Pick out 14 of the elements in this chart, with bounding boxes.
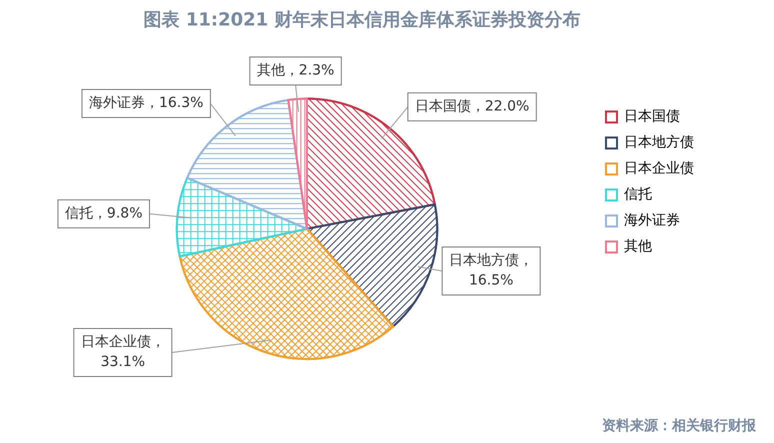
data-label: 日本国债，22.0%: [414, 98, 530, 115]
data-label: 海外证券，16.3%: [88, 95, 204, 112]
data-label: 日本地方债，16.5%: [449, 252, 534, 289]
legend-label: 日本地方债: [624, 134, 694, 151]
legend-label: 日本企业债: [624, 160, 694, 177]
data-label: 其他，2.3%: [256, 62, 334, 79]
data-label: 日本企业债，33.1%: [80, 334, 165, 370]
text: 资料来源：相关银行财报: [602, 417, 756, 435]
legend-label: 海外证券: [624, 212, 680, 229]
data-label: 信托，9.8%: [64, 206, 143, 222]
legend-label: 其他: [624, 238, 652, 255]
legend-label: 信托: [624, 186, 652, 203]
legend-label: 日本国债: [624, 108, 680, 125]
chart-title: 图表 11:2021 财年末日本信用金库体系证券投资分布: [144, 9, 580, 30]
